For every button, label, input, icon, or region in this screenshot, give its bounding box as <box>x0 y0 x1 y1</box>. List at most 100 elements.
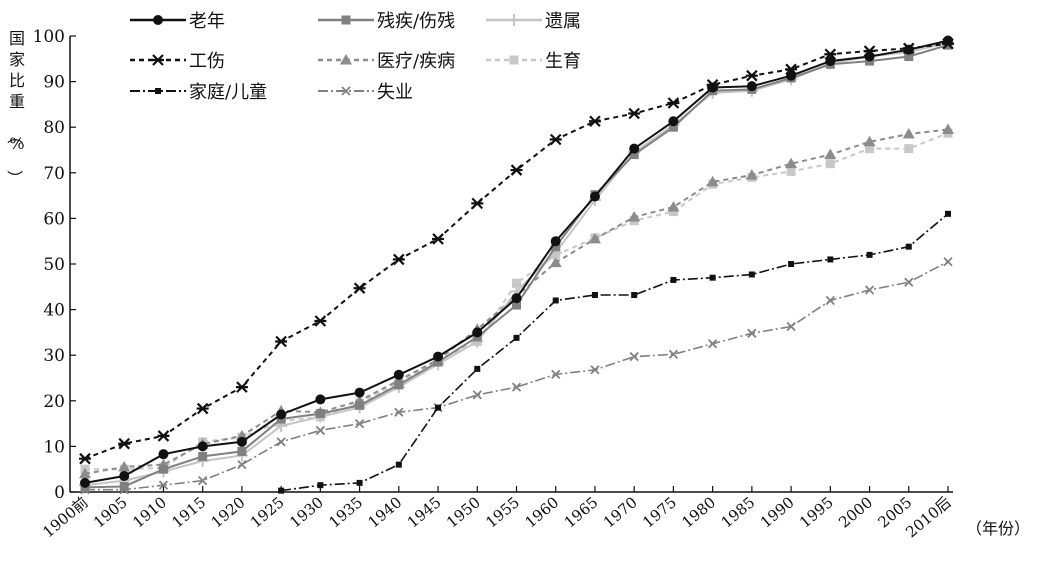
legend-item: 家庭/儿童 <box>130 82 267 103</box>
series-2 <box>79 36 954 492</box>
legend-item: 生育 <box>486 51 581 72</box>
data-point <box>79 452 91 465</box>
y-tick-label: 100 <box>33 27 65 47</box>
y-tick-label: 90 <box>43 73 65 93</box>
x-tick-label: 1925 <box>247 493 288 531</box>
data-point <box>591 292 598 299</box>
x-tick-label: 1975 <box>639 493 680 531</box>
data-point <box>588 232 601 244</box>
data-point <box>79 467 91 479</box>
series-0 <box>80 35 953 488</box>
x-tick-label: 1995 <box>796 493 837 531</box>
data-point <box>278 487 285 494</box>
x-tick-label: 1915 <box>168 493 209 531</box>
x-tick-label: 1960 <box>521 493 562 531</box>
data-point <box>667 201 680 212</box>
legend-marker <box>153 15 163 25</box>
data-point <box>315 425 326 436</box>
legend-label: 家庭/儿童 <box>189 82 267 103</box>
data-point <box>235 381 248 393</box>
data-point <box>827 256 834 263</box>
x-tick-label: 1980 <box>678 493 719 531</box>
data-point <box>788 261 795 267</box>
legend-marker <box>152 54 164 66</box>
y-tick-label: 50 <box>43 255 65 275</box>
data-point <box>197 441 208 452</box>
data-point <box>629 150 639 160</box>
data-point <box>474 365 481 372</box>
data-point <box>314 315 327 327</box>
series-line <box>84 42 949 460</box>
y-tick-label: 80 <box>43 118 65 138</box>
data-point <box>119 482 129 492</box>
x-axis-unit: （年份） <box>966 519 1030 538</box>
axes: 01020304050607080901001900前1905191019151… <box>33 27 955 541</box>
x-tick-label: 1935 <box>325 493 366 531</box>
data-point <box>472 390 482 400</box>
data-point <box>786 321 796 332</box>
y-tick-label: 20 <box>43 392 65 412</box>
x-tick-label: 1965 <box>561 493 602 531</box>
data-point <box>435 404 442 411</box>
data-point <box>631 292 638 299</box>
legend-item: 残疾/伤残 <box>318 11 455 32</box>
data-point <box>315 409 325 419</box>
legend-label: 生育 <box>545 51 581 72</box>
data-point <box>432 233 445 245</box>
x-tick-label: 1940 <box>365 493 406 531</box>
series-1 <box>80 40 953 492</box>
data-point <box>196 402 209 415</box>
x-tick-label: 1985 <box>718 493 759 531</box>
data-point <box>825 56 836 67</box>
data-point <box>512 278 521 288</box>
data-point <box>511 293 522 304</box>
data-point <box>513 334 520 341</box>
data-point <box>80 477 90 488</box>
data-point <box>511 382 522 392</box>
data-point <box>551 242 561 252</box>
data-point <box>353 282 366 294</box>
data-point <box>275 335 288 348</box>
data-point <box>785 157 798 169</box>
x-tick-label: 1930 <box>286 493 327 531</box>
legend-item: 失业 <box>318 82 413 103</box>
data-point <box>236 436 247 447</box>
y-tick-label: 10 <box>43 437 65 457</box>
data-point <box>902 128 915 139</box>
legend-label: 遗属 <box>545 11 581 32</box>
data-point <box>945 210 951 217</box>
data-point <box>235 429 248 441</box>
data-point <box>119 471 130 482</box>
data-point <box>395 461 402 468</box>
data-point <box>865 144 875 154</box>
data-point <box>118 437 131 450</box>
legend-item: 遗属 <box>486 11 581 32</box>
y-tick-label: 40 <box>43 301 65 321</box>
data-point <box>709 274 716 281</box>
data-point <box>864 285 875 295</box>
data-point <box>629 351 639 362</box>
data-point <box>510 164 523 176</box>
data-point <box>786 70 797 81</box>
data-point <box>550 236 561 247</box>
data-point <box>866 251 873 258</box>
plot-area <box>79 35 954 495</box>
data-point <box>472 327 483 338</box>
data-point <box>589 191 600 202</box>
data-point <box>551 369 561 379</box>
data-point <box>706 175 719 187</box>
legend-item: 医疗/疾病 <box>318 51 455 72</box>
series-line <box>84 41 949 487</box>
series-line <box>84 44 949 489</box>
data-point <box>157 430 170 442</box>
data-point <box>356 479 363 486</box>
legend-marker <box>341 86 351 96</box>
legend-item: 老年 <box>130 11 225 32</box>
data-point <box>707 82 718 93</box>
data-point <box>825 159 835 169</box>
x-tick-label: 1990 <box>757 493 798 531</box>
x-tick-label: 1920 <box>208 493 249 531</box>
legend-label: 工伤 <box>189 51 225 72</box>
data-point <box>276 409 287 420</box>
data-point <box>943 257 953 267</box>
